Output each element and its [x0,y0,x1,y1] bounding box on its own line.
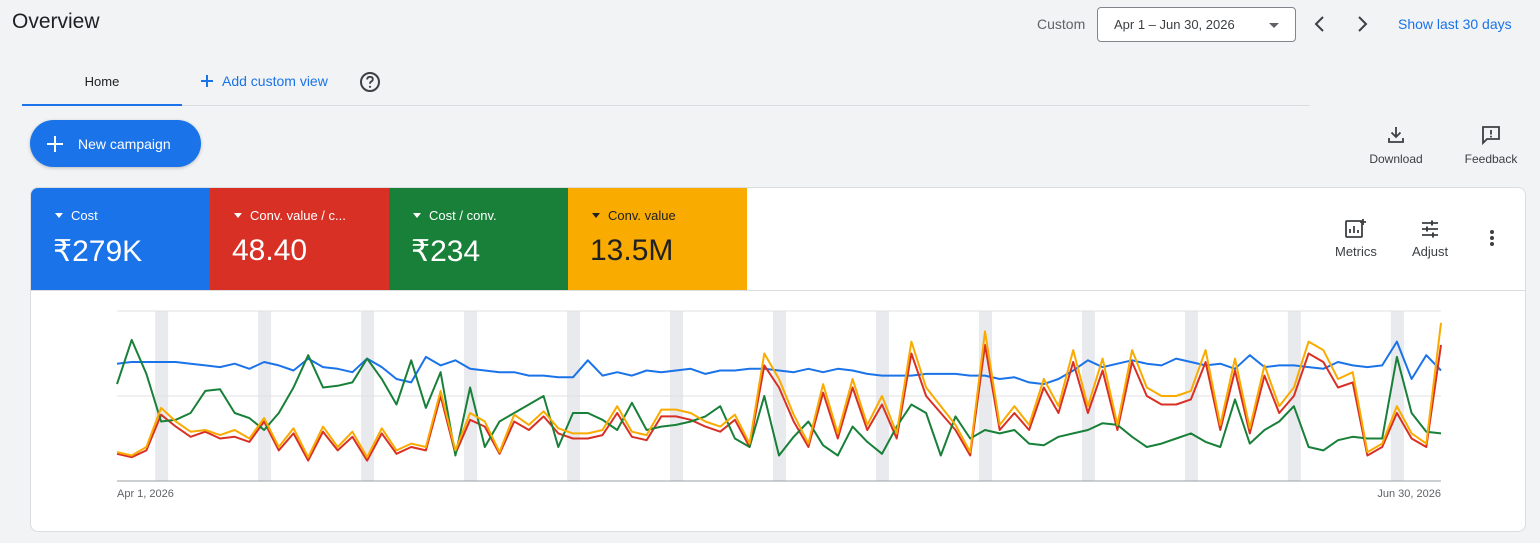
tab-home[interactable]: Home [22,60,182,106]
view-tabs: Home Add custom view [22,60,1310,106]
dropdown-triangle-icon [234,213,242,218]
tiles-divider [31,290,1525,291]
adjust-icon [1422,220,1439,238]
x-axis-start-label: Apr 1, 2026 [117,488,174,500]
series-line [116,322,1442,459]
adjust-label: Adjust [1412,244,1449,259]
metrics-label: Metrics [1335,244,1377,259]
metric-tile-cost[interactable]: Cost ₹279K [31,188,210,290]
dropdown-caret-icon [1269,23,1279,28]
adjust-button[interactable]: Adjust [1412,218,1448,259]
metrics-button[interactable]: Metrics [1335,218,1377,259]
metric-tile-cost-per-conv[interactable]: Cost / conv. ₹234 [389,188,568,290]
performance-card: Cost ₹279K Conv. value / c... 48.40 Cost… [30,187,1526,532]
previous-period-button[interactable] [1308,12,1332,36]
metric-tiles: Cost ₹279K Conv. value / c... 48.40 Cost… [31,188,747,290]
series-line [116,340,1442,386]
metric-tile-name: Conv. value / c... [234,208,346,223]
add-custom-view-button[interactable]: Add custom view [200,73,328,89]
page-title: Overview [12,10,100,33]
series-line [116,338,1442,457]
dropdown-triangle-icon [413,213,421,218]
x-axis-end-label: Jun 30, 2026 [1377,488,1441,500]
metric-tile-value: ₹279K [53,235,143,268]
metric-tile-value: 13.5M [590,234,674,267]
date-range-type-label: Custom [1037,16,1086,32]
help-button[interactable] [359,71,381,98]
metric-tile-value: 48.40 [232,234,308,267]
metric-name-text: Conv. value [608,208,676,223]
performance-line-chart: Apr 1, 2026 Jun 30, 2026 [116,310,1442,500]
date-range-select[interactable]: Apr 1 – Jun 30, 2026 [1097,7,1296,42]
metric-tile-name: Cost / conv. [413,208,497,223]
show-last-30-days-link[interactable]: Show last 30 days [1398,16,1512,32]
feedback-icon [1482,126,1500,146]
download-label: Download [1369,152,1423,166]
metric-tile-conv-value-per-cost[interactable]: Conv. value / c... 48.40 [210,188,389,290]
add-custom-view-label: Add custom view [222,73,328,89]
metrics-icon [1345,219,1366,238]
metric-tile-value: ₹234 [411,235,481,268]
new-campaign-label: New campaign [78,135,171,152]
feedback-label: Feedback [1464,152,1518,166]
next-period-button[interactable] [1350,12,1374,36]
new-campaign-button[interactable]: New campaign [30,120,201,167]
chevron-left-icon [1314,16,1324,32]
metric-tile-name: Cost [55,208,98,223]
dropdown-triangle-icon [592,213,600,218]
plus-icon [201,75,213,87]
more-options-button[interactable] [1484,228,1500,253]
metric-tile-name: Conv. value [592,208,676,223]
plus-icon [47,135,63,152]
metric-tile-conv-value[interactable]: Conv. value 13.5M [568,188,747,290]
metric-name-text: Cost / conv. [429,208,497,223]
feedback-button[interactable]: Feedback [1456,124,1526,166]
metric-name-text: Conv. value / c... [250,208,346,223]
more-vert-icon [1490,230,1494,246]
date-range-value: Apr 1 – Jun 30, 2026 [1114,17,1235,32]
metric-name-text: Cost [71,208,98,223]
series-line [116,344,1442,462]
dropdown-triangle-icon [55,213,63,218]
download-button[interactable]: Download [1361,124,1431,166]
chevron-right-icon [1358,16,1368,32]
download-icon [1388,127,1404,143]
help-icon [360,72,380,92]
